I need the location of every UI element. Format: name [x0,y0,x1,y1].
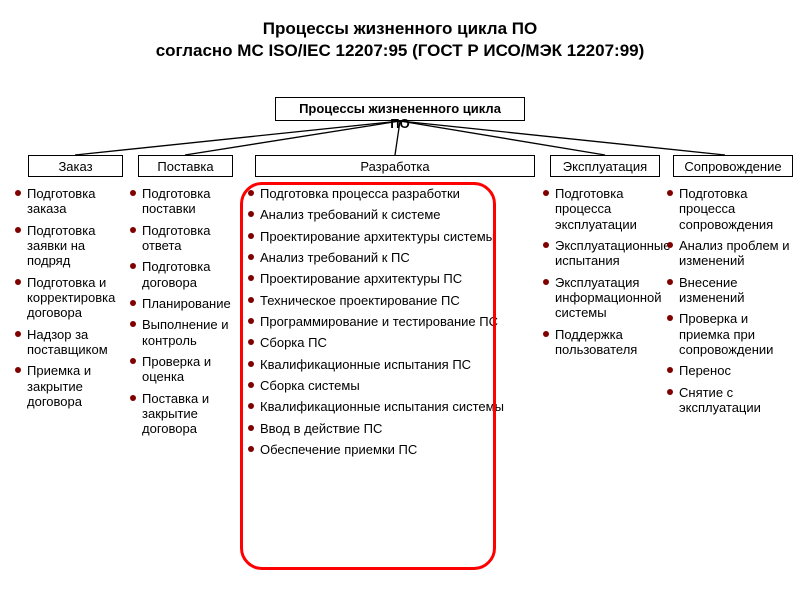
column-list-order: Подготовка заказа Подготовка заявки на по… [15,186,130,415]
column-header-operation: Эксплуатация [550,155,660,177]
list-item: Сборка ПС [248,335,538,350]
list-item: Обеспечение приемки ПС [248,442,538,457]
list-item-label: Проектирование архитектуры системы [260,229,495,244]
list-item: Поставка и закрытие договора [130,391,240,437]
list-item: Подготовка заявки на подряд [15,223,130,269]
list-item-label: Подготовка заказа [27,186,95,216]
root-label: Процессы жизнененного цикла ПО [299,101,501,131]
list-item: Проверка и приемка при сопровождении [667,311,797,357]
list-item: Надзор за поставщиком [15,327,130,358]
column-header-label: Разработка [360,159,429,174]
column-header-label: Эксплуатация [563,159,647,174]
list-item-label: Проектирование архитектуры ПС [260,271,462,286]
list-item: Подготовка ответа [130,223,240,254]
column-header-development: Разработка [255,155,535,177]
list-item-label: Проверка и приемка при сопровождении [679,311,773,357]
list-item-label: Подготовка процесса эксплуатации [555,186,637,232]
list-item-label: Эксплуатация информационной системы [555,275,662,321]
list-item: Подготовка договора [130,259,240,290]
column-header-label: Поставка [157,159,213,174]
list-item-label: Анализ требований к ПС [260,250,410,265]
list-item-label: Эксплуатационные испытания [555,238,671,268]
list-item: Эксплуатационные испытания [543,238,673,269]
list-item: Выполнение и контроль [130,317,240,348]
list-item-label: Подготовка процесса разработки [260,186,460,201]
column-header-order: Заказ [28,155,123,177]
list-item-label: Техническое проектирование ПС [260,293,460,308]
list-item-label: Анализ проблем и изменений [679,238,790,268]
list-item: Подготовка поставки [130,186,240,217]
list-item: Техническое проектирование ПС [248,293,538,308]
list-item-label: Подготовка ответа [142,223,210,253]
list-item-label: Снятие с эксплуатации [679,385,761,415]
list-item: Сборка системы [248,378,538,393]
list-item: Проектирование архитектуры системы [248,229,538,244]
list-item-label: Ввод в действие ПС [260,421,382,436]
column-list-supply: Подготовка поставки Подготовка ответа Подг… [130,186,240,443]
list-item-label: Перенос [679,363,731,378]
list-item: Анализ проблем и изменений [667,238,797,269]
list-item-label: Подготовка поставки [142,186,210,216]
list-item: Проектирование архитектуры ПС [248,271,538,286]
list-item: Квалификационные испытания ПС [248,357,538,372]
list-item: Анализ требований к ПС [248,250,538,265]
root-node: Процессы жизнененного цикла ПО [275,97,525,121]
list-item: Приемка и закрытие договора [15,363,130,409]
list-item-label: Планирование [142,296,231,311]
list-item-label: Подготовка и корректировка договора [27,275,115,321]
title-line-2: согласно МС ISO/IEC 12207:95 (ГОСТ Р ИСО… [0,40,800,62]
list-item-label: Поставка и закрытие договора [142,391,209,437]
list-item-label: Подготовка процесса сопровождения [679,186,773,232]
list-item: Проверка и оценка [130,354,240,385]
list-item-label: Подготовка договора [142,259,210,289]
column-header-label: Сопровождение [684,159,781,174]
list-item: Подготовка процесса разработки [248,186,538,201]
list-item: Внесение изменений [667,275,797,306]
list-item-label: Квалификационные испытания ПС [260,357,471,372]
list-item: Программирование и тестирование ПС [248,314,538,329]
list-item-label: Программирование и тестирование ПС [260,314,498,329]
list-item: Ввод в действие ПС [248,421,538,436]
list-item: Подготовка процесса эксплуатации [543,186,673,232]
title-line-1: Процессы жизненного цикла ПО [0,18,800,40]
list-item-label: Сборка системы [260,378,360,393]
list-item: Подготовка и корректировка договора [15,275,130,321]
list-item-label: Сборка ПС [260,335,327,350]
list-item: Поддержка пользователя [543,327,673,358]
list-item: Эксплуатация информационной системы [543,275,673,321]
list-item-label: Внесение изменений [679,275,745,305]
column-list-maintenance: Подготовка процесса сопровождения Анализ … [667,186,797,421]
list-item: Квалификационные испытания системы [248,399,538,414]
list-item: Снятие с эксплуатации [667,385,797,416]
column-header-label: Заказ [58,159,92,174]
list-item-label: Выполнение и контроль [142,317,229,347]
column-list-operation: Подготовка процесса эксплуатации Эксплуат… [543,186,673,363]
list-item-label: Надзор за поставщиком [27,327,108,357]
list-item: Планирование [130,296,240,311]
column-header-supply: Поставка [138,155,233,177]
list-item: Подготовка процесса сопровождения [667,186,797,232]
list-item-label: Подготовка заявки на подряд [27,223,95,269]
list-item-label: Приемка и закрытие договора [27,363,91,409]
list-item-label: Анализ требований к системе [260,207,441,222]
list-item-label: Обеспечение приемки ПС [260,442,417,457]
list-item: Перенос [667,363,797,378]
list-item-label: Поддержка пользователя [555,327,637,357]
diagram-title: Процессы жизненного цикла ПО согласно МС… [0,0,800,62]
column-list-development: Подготовка процесса разработки Анализ тре… [248,186,538,463]
list-item: Подготовка заказа [15,186,130,217]
column-header-maintenance: Сопровождение [673,155,793,177]
list-item-label: Квалификационные испытания системы [260,399,504,414]
list-item-label: Проверка и оценка [142,354,211,384]
list-item: Анализ требований к системе [248,207,538,222]
